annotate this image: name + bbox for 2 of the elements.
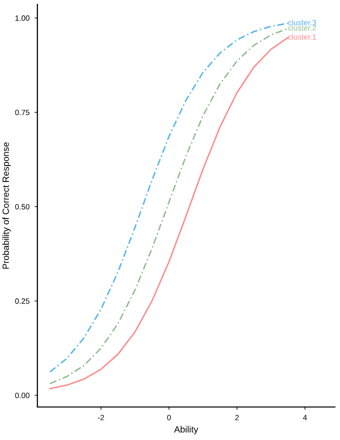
x-axis-title: Ability (174, 426, 198, 434)
y-axis-title: Probability of Correct Response (2, 142, 11, 269)
